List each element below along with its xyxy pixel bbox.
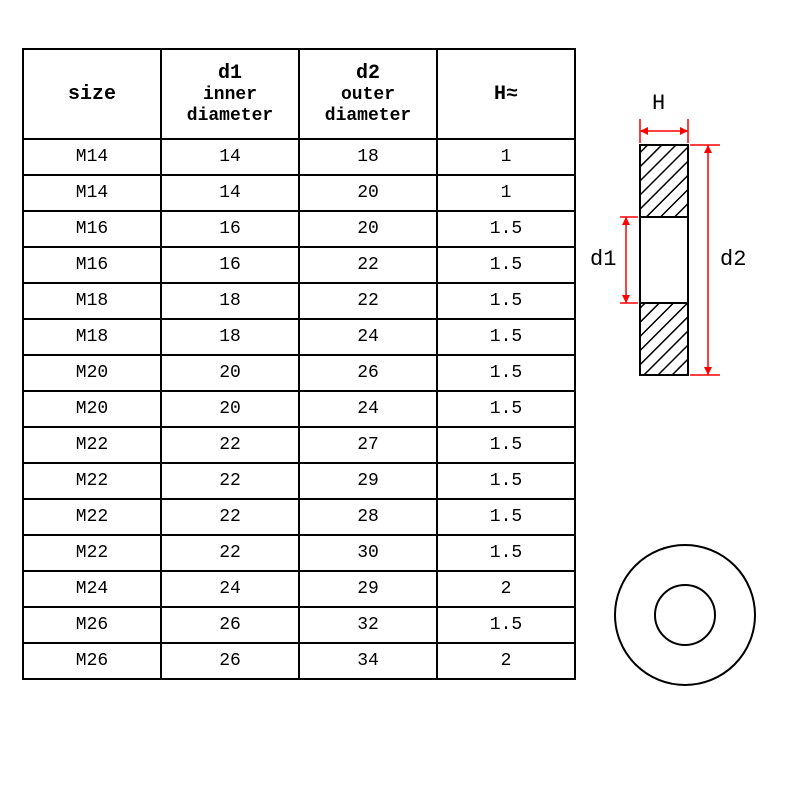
col-header-h: H≈ [437,49,575,139]
washer-spec-table: size d1 inner diameter d2 outer diameter… [22,48,576,680]
washer-top-svg [600,530,770,700]
cell-size: M20 [23,391,161,427]
cell-h: 1.5 [437,535,575,571]
cell-size: M22 [23,463,161,499]
cell-d2: 30 [299,535,437,571]
cell-d1: 14 [161,175,299,211]
table-row: M2222301.5 [23,535,575,571]
cell-size: M14 [23,139,161,175]
cell-d1: 24 [161,571,299,607]
table-row: M2424292 [23,571,575,607]
cell-size: M18 [23,283,161,319]
cell-size: M20 [23,355,161,391]
cell-d1: 14 [161,139,299,175]
table-row: M2020241.5 [23,391,575,427]
cell-d1: 26 [161,643,299,679]
table-row: M2222291.5 [23,463,575,499]
table-row: M1616201.5 [23,211,575,247]
cell-h: 1.5 [437,391,575,427]
washer-top-view [600,530,770,700]
cell-size: M14 [23,175,161,211]
table-row: M1818221.5 [23,283,575,319]
table-row: M1414181 [23,139,575,175]
cell-h: 2 [437,571,575,607]
cell-d2: 34 [299,643,437,679]
cell-size: M22 [23,427,161,463]
cell-d2: 29 [299,463,437,499]
cell-d2: 20 [299,211,437,247]
table-row: M1414201 [23,175,575,211]
header-d2-main: d2 [356,62,380,85]
cell-d1: 16 [161,247,299,283]
label-d2: d2 [720,247,746,272]
cell-d2: 24 [299,319,437,355]
cell-size: M16 [23,211,161,247]
cell-d1: 22 [161,499,299,535]
cell-d2: 22 [299,283,437,319]
cell-d2: 20 [299,175,437,211]
table-row: M2222271.5 [23,427,575,463]
cell-d1: 16 [161,211,299,247]
cell-size: M18 [23,319,161,355]
cell-d2: 22 [299,247,437,283]
table-row: M2626321.5 [23,607,575,643]
table-row: M2222281.5 [23,499,575,535]
cell-size: M24 [23,571,161,607]
cell-h: 1.5 [437,211,575,247]
cell-d1: 26 [161,607,299,643]
cell-h: 1.5 [437,247,575,283]
cell-d2: 26 [299,355,437,391]
table-row: M2020261.5 [23,355,575,391]
col-header-d2: d2 outer diameter [299,49,437,139]
cell-d1: 22 [161,535,299,571]
header-h-main: H≈ [494,83,518,106]
cell-d2: 32 [299,607,437,643]
header-d1-main: d1 [218,62,242,85]
cell-d2: 27 [299,427,437,463]
cell-h: 1.5 [437,319,575,355]
cell-h: 1.5 [437,283,575,319]
cell-size: M22 [23,535,161,571]
cell-h: 2 [437,643,575,679]
cell-d1: 22 [161,463,299,499]
col-header-size: size [23,49,161,139]
cell-h: 1.5 [437,355,575,391]
cell-size: M22 [23,499,161,535]
cell-h: 1.5 [437,499,575,535]
label-d1: d1 [590,247,616,272]
cell-h: 1.5 [437,607,575,643]
cell-d2: 28 [299,499,437,535]
col-header-d1: d1 inner diameter [161,49,299,139]
header-d2-sub: outer diameter [304,85,432,126]
cell-d2: 24 [299,391,437,427]
table-row: M1616221.5 [23,247,575,283]
table-header-row: size d1 inner diameter d2 outer diameter… [23,49,575,139]
cross-section-diagram: H d1 d2 [620,115,790,415]
cell-h: 1 [437,175,575,211]
cell-d1: 22 [161,427,299,463]
cell-d1: 18 [161,283,299,319]
header-d1-sub: inner diameter [166,85,294,126]
cell-d1: 20 [161,355,299,391]
cell-d1: 18 [161,319,299,355]
cell-d2: 18 [299,139,437,175]
cell-h: 1.5 [437,463,575,499]
cell-size: M26 [23,607,161,643]
cell-d2: 29 [299,571,437,607]
table-row: M1818241.5 [23,319,575,355]
label-h: H [652,91,665,116]
cell-d1: 20 [161,391,299,427]
header-size-main: size [68,83,116,106]
cell-size: M26 [23,643,161,679]
cell-h: 1.5 [437,427,575,463]
cross-section-svg [620,115,790,415]
table-row: M2626342 [23,643,575,679]
cell-size: M16 [23,247,161,283]
cell-h: 1 [437,139,575,175]
